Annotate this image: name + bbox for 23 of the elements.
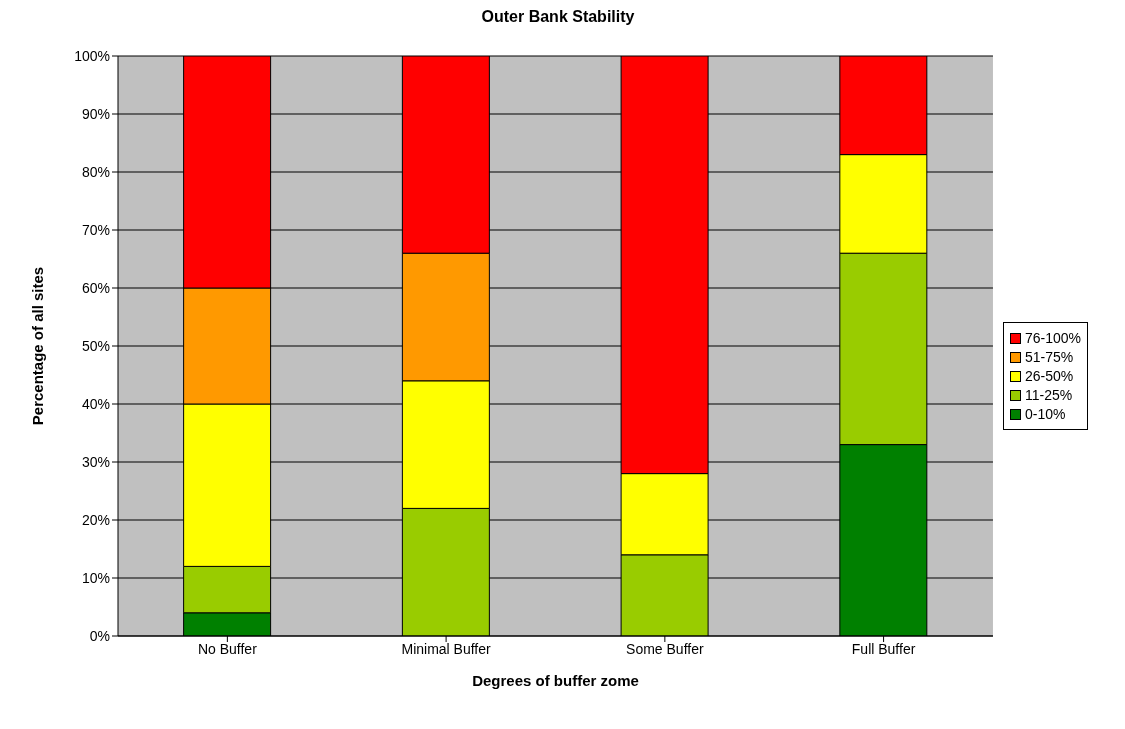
y-tick-label: 10%	[81, 569, 110, 586]
x-tick-label: Some Buffer	[626, 640, 704, 657]
legend-label: 26-50%	[1024, 368, 1074, 384]
y-tick-label: 50%	[81, 337, 110, 354]
y-tick-label: 60%	[81, 279, 110, 296]
legend-label: 51-75%	[1024, 349, 1074, 365]
y-tick-label: 100%	[74, 47, 110, 64]
legend-label: 0-10%	[1024, 406, 1066, 422]
legend-label: 11-25%	[1024, 387, 1073, 403]
y-tick-label: 70%	[81, 221, 110, 238]
x-tick-label: Minimal Buffer	[401, 640, 492, 657]
y-axis-title: Percentage of all sites	[29, 266, 47, 426]
x-tick-label: No Buffer	[197, 640, 258, 657]
y-tick-label: 40%	[81, 395, 110, 412]
chart-title: Outer Bank Stability	[480, 8, 636, 26]
y-tick-label: 30%	[81, 453, 110, 470]
x-tick-label: Full Buffer	[851, 640, 916, 657]
y-tick-label: 80%	[81, 163, 110, 180]
legend-label: 76-100%	[1024, 330, 1081, 346]
y-tick-label: 20%	[81, 511, 110, 528]
y-tick-label: 90%	[81, 105, 110, 122]
x-axis-title: Degrees of buffer zome	[472, 672, 639, 689]
y-tick-label: 0%	[89, 627, 110, 644]
